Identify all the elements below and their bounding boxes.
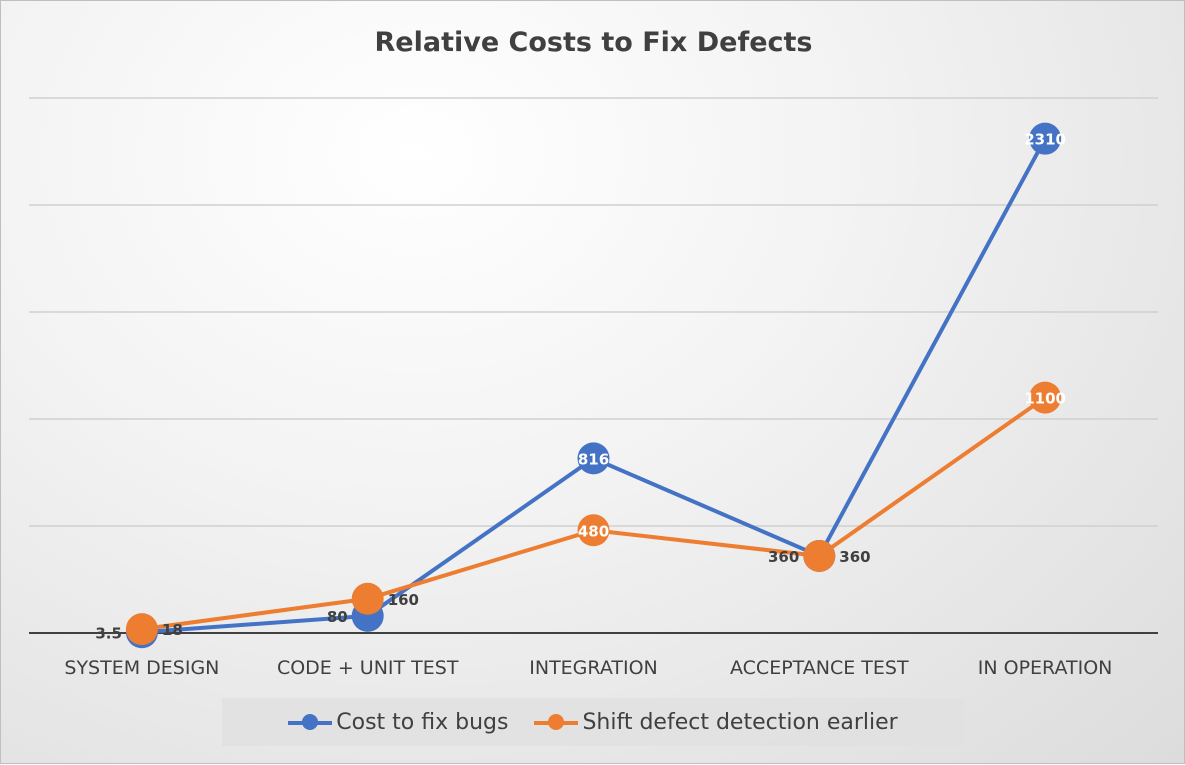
data-label: 360 [839,548,870,566]
data-point [1029,122,1062,155]
data-label: 480 [578,522,609,540]
legend-item-cost-to-fix-bugs: Cost to fix bugs [288,710,508,735]
data-label: 360 [768,548,799,566]
data-point [351,582,384,615]
series-line [141,137,1047,635]
data-point [1029,381,1062,414]
x-tick-label: CODE + UNIT TEST [277,657,459,679]
data-label: 18 [162,621,183,639]
x-tick-label: INTEGRATION [529,657,657,679]
data-label: 80 [327,608,348,626]
legend: Cost to fix bugs Shift defect detection … [222,698,964,746]
legend-marker-blue [288,712,333,732]
legend-label: Cost to fix bugs [336,709,509,735]
x-tick-label: IN OPERATION [978,657,1113,679]
x-tick-label: SYSTEM DESIGN [64,657,219,679]
data-label: 160 [388,591,419,609]
legend-marker-orange [534,712,579,732]
data-point [125,613,158,646]
legend-label: Shift defect detection earlier [582,709,898,735]
legend-item-shift-defect-detection: Shift defect detection earlier [534,709,898,735]
data-label: 1100 [1024,390,1066,408]
data-point [803,539,836,572]
data-label: 3.5 [95,624,122,642]
data-label: 2310 [1024,131,1066,149]
x-tick-label: ACCEPTANCE TEST [730,657,909,679]
data-label: 816 [578,450,609,468]
data-point [577,514,610,547]
data-point [577,442,610,475]
chart-title: Relative Costs to Fix Defects [374,27,813,58]
series-line [141,395,1047,632]
